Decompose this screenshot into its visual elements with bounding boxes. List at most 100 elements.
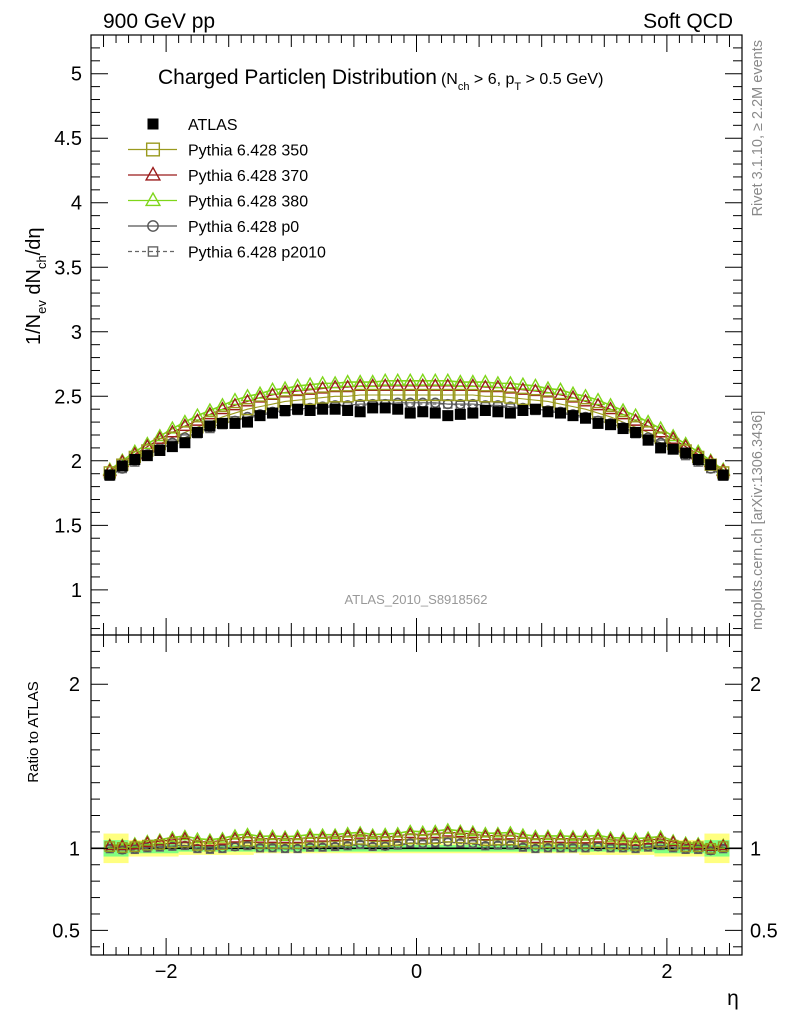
ratio-data-point: [504, 825, 517, 837]
ratio-data-point: [592, 837, 604, 848]
ratio-data-point: [542, 837, 554, 849]
ratio-data-point: [416, 824, 430, 837]
data-point: [603, 401, 618, 415]
legend-label: Pythia 6.428 370: [188, 168, 308, 185]
data-point: [640, 418, 656, 431]
ratio-data-point: [278, 831, 292, 844]
ratio-data-point: [441, 825, 455, 837]
ratio-data-point: [366, 827, 379, 840]
data-point: [428, 378, 443, 391]
ratio-data-point: [154, 839, 166, 850]
data-point: [404, 388, 417, 402]
series-line: [109, 403, 724, 477]
ratio-data-point: [266, 828, 279, 841]
ratio-data-point: [391, 829, 405, 841]
data-point: [315, 380, 330, 394]
ratio-data-point: [341, 826, 354, 838]
data-point: [378, 378, 393, 391]
ratio-data-point: [616, 831, 630, 843]
ratio-data-point: [353, 827, 367, 839]
data-point: [628, 412, 643, 426]
ratio-data-point: [681, 844, 691, 854]
ratio-data-point: [466, 826, 480, 839]
ratio-data-point: [691, 838, 705, 850]
ratio-data-point: [316, 827, 329, 840]
data-point: [252, 385, 268, 399]
ratio-data-point: [505, 834, 516, 846]
ratio-data-point: [279, 838, 291, 849]
data-point: [190, 407, 205, 421]
data-point: [316, 391, 329, 404]
data-point: [430, 397, 441, 408]
ratio-data-point: [554, 831, 567, 844]
data-point: [227, 397, 243, 411]
ratio-data-point: [666, 833, 680, 845]
data-point: [492, 406, 504, 418]
data-point: [553, 381, 568, 395]
data-point: [267, 407, 279, 419]
data-point: [152, 430, 168, 444]
ylabel-main: 1/Nev dNch/dη: [23, 227, 49, 345]
data-point: [265, 387, 280, 401]
data-point: [665, 428, 681, 442]
ratio-data-point: [379, 836, 391, 847]
header-left: 900 GeV pp: [103, 10, 215, 33]
data-point: [292, 403, 304, 415]
ratio-data-point: [253, 829, 267, 841]
data-point: [341, 390, 354, 403]
ratio-data-point: [491, 826, 505, 838]
ratio-data-point: [654, 829, 667, 841]
data-point: [277, 380, 293, 394]
ratio-data-point: [166, 837, 178, 849]
data-point: [540, 380, 556, 394]
ratio-data-point: [479, 829, 492, 841]
ratio-data-point: [317, 836, 328, 848]
ratio-data-point: [604, 830, 617, 842]
x-tick-label: 2: [661, 961, 672, 983]
data-point: [277, 384, 293, 398]
main-y-tick-label: 5: [71, 64, 82, 86]
data-point: [479, 404, 491, 416]
data-point: [429, 407, 441, 419]
ratio-data-point: [705, 842, 717, 854]
ratio-data-point: [491, 828, 505, 840]
data-point: [615, 406, 631, 420]
data-point: [553, 387, 568, 401]
xlabel: η: [727, 987, 739, 1010]
ratio-data-point: [428, 824, 442, 836]
ratio-data-point: [629, 831, 642, 844]
ratio-data-point: [204, 840, 216, 852]
data-point: [528, 383, 543, 397]
data-point: [429, 388, 442, 402]
data-point: [567, 410, 579, 422]
data-point: [165, 420, 180, 434]
data-point: [416, 388, 429, 402]
ratio-data-point: [617, 839, 629, 851]
ratio-data-point: [530, 838, 541, 849]
data-point: [216, 417, 228, 429]
data-point: [504, 391, 517, 404]
series-line: [109, 380, 724, 471]
ratio-data-point: [141, 839, 153, 851]
data-point: [352, 374, 368, 388]
data-point: [653, 420, 668, 434]
data-point: [592, 417, 604, 429]
x-tick-label: −2: [155, 961, 178, 983]
data-point: [466, 388, 480, 402]
ratio-data-point: [541, 831, 555, 843]
data-point: [415, 378, 430, 391]
data-point: [191, 426, 203, 438]
data-point: [455, 398, 466, 410]
data-point: [290, 383, 305, 397]
data-point: [630, 426, 642, 438]
ylabel-ratio: Ratio to ATLAS: [25, 681, 42, 782]
ratio-data-point: [103, 838, 117, 851]
data-point: [465, 374, 481, 388]
data-point: [202, 402, 218, 416]
data-point: [478, 374, 493, 388]
data-point: [615, 402, 631, 416]
ratio-y-tick-label-right: 2: [750, 674, 761, 696]
ratio-data-point: [267, 838, 278, 849]
main-y-tick-label: 3: [71, 322, 82, 344]
